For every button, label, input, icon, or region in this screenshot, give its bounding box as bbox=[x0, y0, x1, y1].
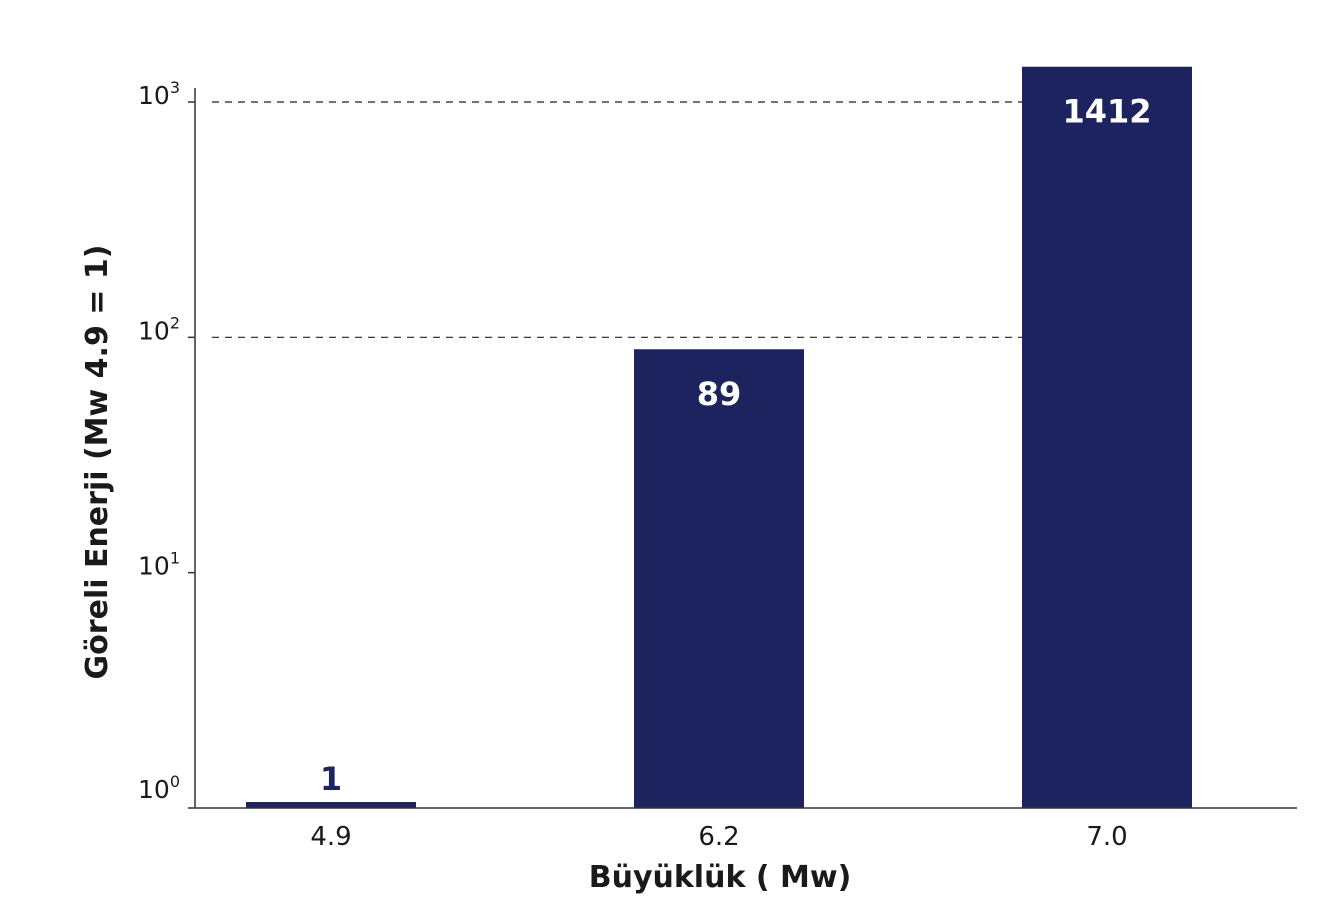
bar-data-label: 89 bbox=[697, 375, 742, 413]
grid-lines bbox=[212, 101, 1042, 338]
axes bbox=[188, 88, 1297, 809]
y-tick-base: 10 bbox=[138, 775, 170, 804]
x-tick-label: 6.2 bbox=[698, 822, 739, 852]
bar bbox=[634, 349, 804, 808]
bar bbox=[1022, 66, 1192, 809]
bar-data-labels: 1 89 1412 bbox=[320, 93, 1152, 798]
x-tick-labels: 4.9 6.2 7.0 bbox=[310, 822, 1127, 852]
bar bbox=[246, 802, 416, 808]
y-tick-label: 103 bbox=[138, 78, 180, 110]
y-tick-label: 101 bbox=[138, 549, 180, 581]
x-tick-label: 4.9 bbox=[310, 822, 351, 852]
y-tick-label: 102 bbox=[138, 313, 180, 345]
y-tick-base: 10 bbox=[138, 316, 170, 345]
x-axis-title: Büyüklük ( Mw) bbox=[589, 860, 852, 895]
y-tick-exponent: 1 bbox=[170, 549, 180, 568]
x-tick-label: 7.0 bbox=[1086, 822, 1127, 852]
bars bbox=[246, 66, 1192, 809]
y-tick-label: 100 bbox=[138, 772, 180, 804]
y-axis-title: Göreli Enerji (Mw 4.9 = 1) bbox=[80, 245, 115, 680]
y-tick-base: 10 bbox=[138, 81, 170, 110]
y-tick-exponent: 3 bbox=[170, 78, 180, 97]
y-tick-exponent: 2 bbox=[170, 313, 180, 332]
bar-data-label: 1412 bbox=[1062, 93, 1151, 131]
bar-data-label: 1 bbox=[320, 760, 342, 798]
y-tick-base: 10 bbox=[138, 552, 170, 581]
y-tick-exponent: 0 bbox=[170, 772, 180, 791]
